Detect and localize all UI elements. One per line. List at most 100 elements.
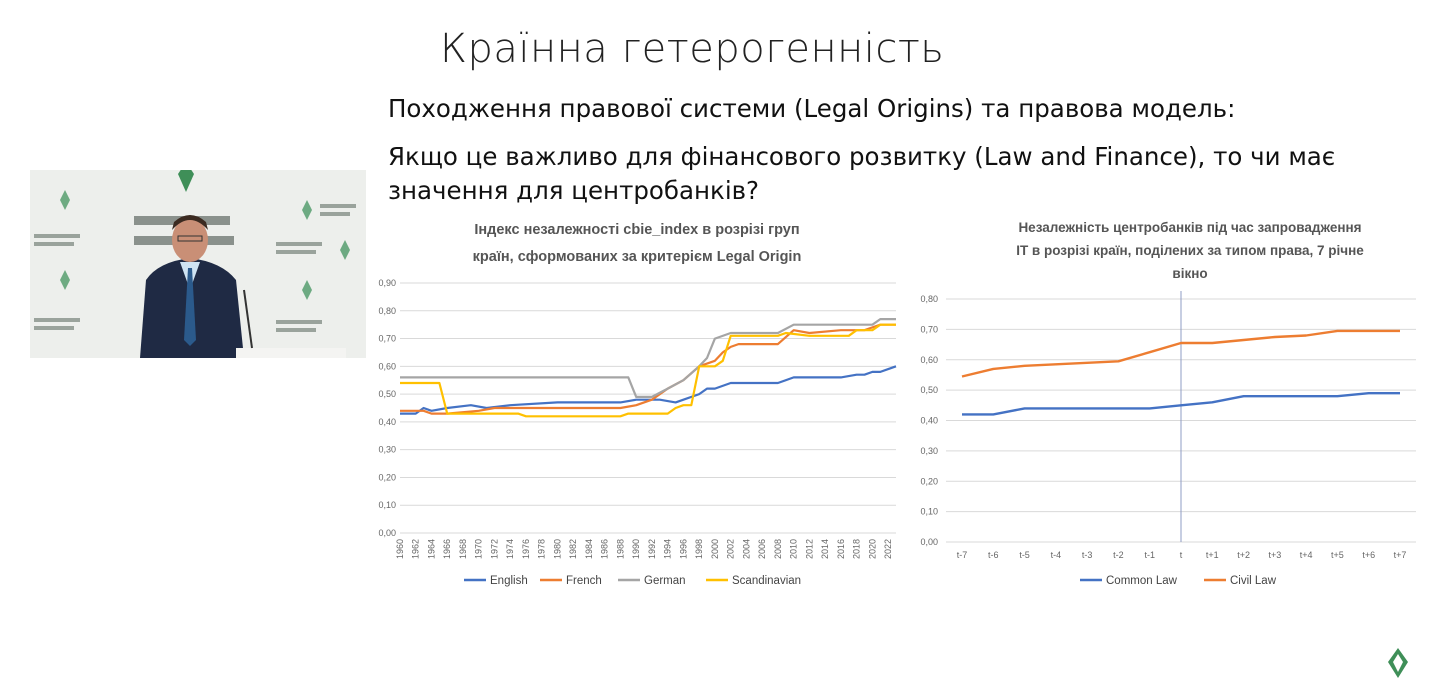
chart2-series <box>961 329 1400 416</box>
speaker-video-frame <box>30 170 366 358</box>
chart2-x-tick-label: t-7 <box>957 550 968 560</box>
chart1-x-tick-label: 2020 <box>867 539 877 559</box>
chart2-y-tick-label: 0,70 <box>920 324 938 334</box>
backdrop-text-blocks <box>34 204 356 332</box>
chart1-legend-label: English <box>490 575 528 587</box>
chart2-x-tick-label: t+4 <box>1300 550 1313 560</box>
chart1-legend: English French German Scandinavian <box>464 575 801 587</box>
chart1-x-tick-label: 1998 <box>694 539 704 559</box>
chart2-y-tick-label: 0,50 <box>920 385 938 395</box>
chart1-x-tick-label: 1976 <box>521 539 531 559</box>
chart1-x-tick-label: 1960 <box>395 539 405 559</box>
chart2-y-tick-label: 0,40 <box>920 416 938 426</box>
cb-independence-it-law-type-chart: Незалежність центробанків під час запров… <box>920 220 1416 587</box>
chart1-x-tick-label: 2002 <box>726 539 736 559</box>
chart1-y-tick-label: 0,40 <box>378 417 396 427</box>
chart2-x-tick-label: t-2 <box>1113 550 1124 560</box>
chart2-y-tick-label: 0,60 <box>920 355 938 365</box>
chart2-x-tick-label: t-4 <box>1051 550 1062 560</box>
chart2-series-line-common-law <box>962 391 1400 416</box>
chart2-y-tick-label: 0,20 <box>920 476 938 486</box>
slide-subtitle-origins: Походження правової системи (Legal Origi… <box>388 94 1236 123</box>
chart1-y-axis: 0,00 0,10 0,20 0,30 0,40 0,50 0,60 0,70 0,80 0,90 <box>378 278 396 538</box>
chart2-x-tick-label: t+5 <box>1331 550 1344 560</box>
slide-title: Країнна гетерогенність <box>440 26 945 72</box>
chart2-y-axis: 0,00 0,10 0,20 0,30 0,40 0,50 0,60 0,70 0,80 <box>920 294 938 547</box>
chart2-title-line-3: вікно <box>1172 266 1207 281</box>
chart1-x-tick-label: 1984 <box>584 539 594 559</box>
chart2-y-tick-label: 0,80 <box>920 294 938 304</box>
chart1-y-tick-label: 0,70 <box>378 334 396 344</box>
chart1-x-tick-label: 1994 <box>663 539 673 559</box>
chart1-x-tick-label: 1966 <box>442 539 452 559</box>
chart1-legend-label: German <box>644 575 686 587</box>
chart1-x-tick-label: 1988 <box>615 539 625 559</box>
chart1-x-tick-label: 1982 <box>568 539 578 559</box>
chart1-x-tick-label: 2018 <box>852 539 862 559</box>
chart2-y-tick-label: 0,10 <box>920 507 938 517</box>
chart1-x-tick-label: 1992 <box>647 539 657 559</box>
chart1-y-tick-label: 0,60 <box>378 361 396 371</box>
chart2-x-tick-label: t+1 <box>1206 550 1219 560</box>
chart1-y-tick-label: 0,50 <box>378 389 396 399</box>
chart2-series-line-civil-law <box>961 329 1400 378</box>
chart1-title-line-2: країн, сформованих за критерієм Legal Or… <box>473 249 802 265</box>
chart1-x-tick-label: 1978 <box>537 539 547 559</box>
chart2-x-tick-label: t-3 <box>1082 550 1093 560</box>
chart1-legend-label: French <box>566 575 602 587</box>
backdrop-logos <box>60 190 350 300</box>
speaker-figure <box>140 215 346 358</box>
chart1-title-line-1: Індекс незалежності cbie_index в розрізі… <box>474 222 799 238</box>
chart1-y-tick-label: 0,10 <box>378 500 396 510</box>
chart1-x-tick-label: 2014 <box>820 539 830 559</box>
chart1-x-tick-label: 1964 <box>426 539 436 559</box>
chart1-series-line-scandinavian <box>400 323 896 418</box>
chart2-x-tick-label: t-1 <box>1144 550 1155 560</box>
chart2-y-tick-label: 0,00 <box>920 537 938 547</box>
chart2-y-tick-label: 0,30 <box>920 446 938 456</box>
chart2-legend: Common Law Civil Law <box>1080 575 1277 587</box>
chart2-x-tick-label: t+7 <box>1394 550 1407 560</box>
chart1-x-tick-label: 2008 <box>773 539 783 559</box>
chart1-x-tick-label: 1974 <box>505 539 515 559</box>
chart1-x-tick-label: 2010 <box>789 539 799 559</box>
chart1-series-line-german <box>400 317 896 398</box>
nbu-logo-icon <box>1388 648 1408 678</box>
chart1-y-tick-label: 0,30 <box>378 445 396 455</box>
chart2-title-line-2: IT в розрізі країн, поділених за типом п… <box>1016 243 1364 258</box>
chart1-y-tick-label: 0,00 <box>378 528 396 538</box>
chart1-x-tick-label: 2004 <box>741 539 751 559</box>
chart1-x-tick-label: 1972 <box>489 539 499 559</box>
chart1-x-tick-label: 2022 <box>883 539 893 559</box>
chart1-y-tick-label: 0,90 <box>378 278 396 288</box>
chart1-x-axis: 1960 1962 1964 1966 1968 1970 1972 1974 1976 1978… <box>395 539 893 559</box>
chart1-gridlines <box>400 282 896 534</box>
chart1-x-tick-label: 2006 <box>757 539 767 559</box>
chart1-x-tick-label: 1980 <box>552 539 562 559</box>
chart2-x-tick-label: t <box>1180 550 1183 560</box>
slide-subtitle-question: Якщо це важливо для фінансового розвитку… <box>388 142 1336 205</box>
chart1-x-tick-label: 1962 <box>411 539 421 559</box>
chart1-y-tick-label: 0,20 <box>378 472 396 482</box>
chart2-x-tick-label: t+2 <box>1237 550 1250 560</box>
chart1-series-line-french <box>400 323 896 415</box>
chart1-x-tick-label: 1990 <box>631 539 641 559</box>
chart1-x-tick-label: 1986 <box>600 539 610 559</box>
chart2-x-tick-label: t+3 <box>1268 550 1281 560</box>
chart2-x-tick-label: t+6 <box>1362 550 1375 560</box>
chart1-x-tick-label: 2012 <box>804 539 814 559</box>
chart1-x-tick-label: 2000 <box>710 539 720 559</box>
chart1-x-tick-label: 2016 <box>836 539 846 559</box>
chart1-x-tick-label: 1996 <box>678 539 688 559</box>
chart2-x-tick-label: t-5 <box>1019 550 1030 560</box>
chart1-x-tick-label: 1970 <box>474 539 484 559</box>
chart2-legend-label: Common Law <box>1106 575 1178 587</box>
chart1-y-tick-label: 0,80 <box>378 306 396 316</box>
cbie-index-legal-origin-chart: Індекс незалежності cbie_index в розрізі… <box>378 222 897 587</box>
backdrop-main-logo <box>178 170 194 192</box>
chart2-title-line-1: Незалежність центробанків під час запров… <box>1018 220 1361 235</box>
chart2-x-tick-label: t-6 <box>988 550 999 560</box>
chart1-x-tick-label: 1968 <box>458 539 468 559</box>
speaker-video <box>30 170 366 358</box>
chart1-series <box>400 317 897 418</box>
